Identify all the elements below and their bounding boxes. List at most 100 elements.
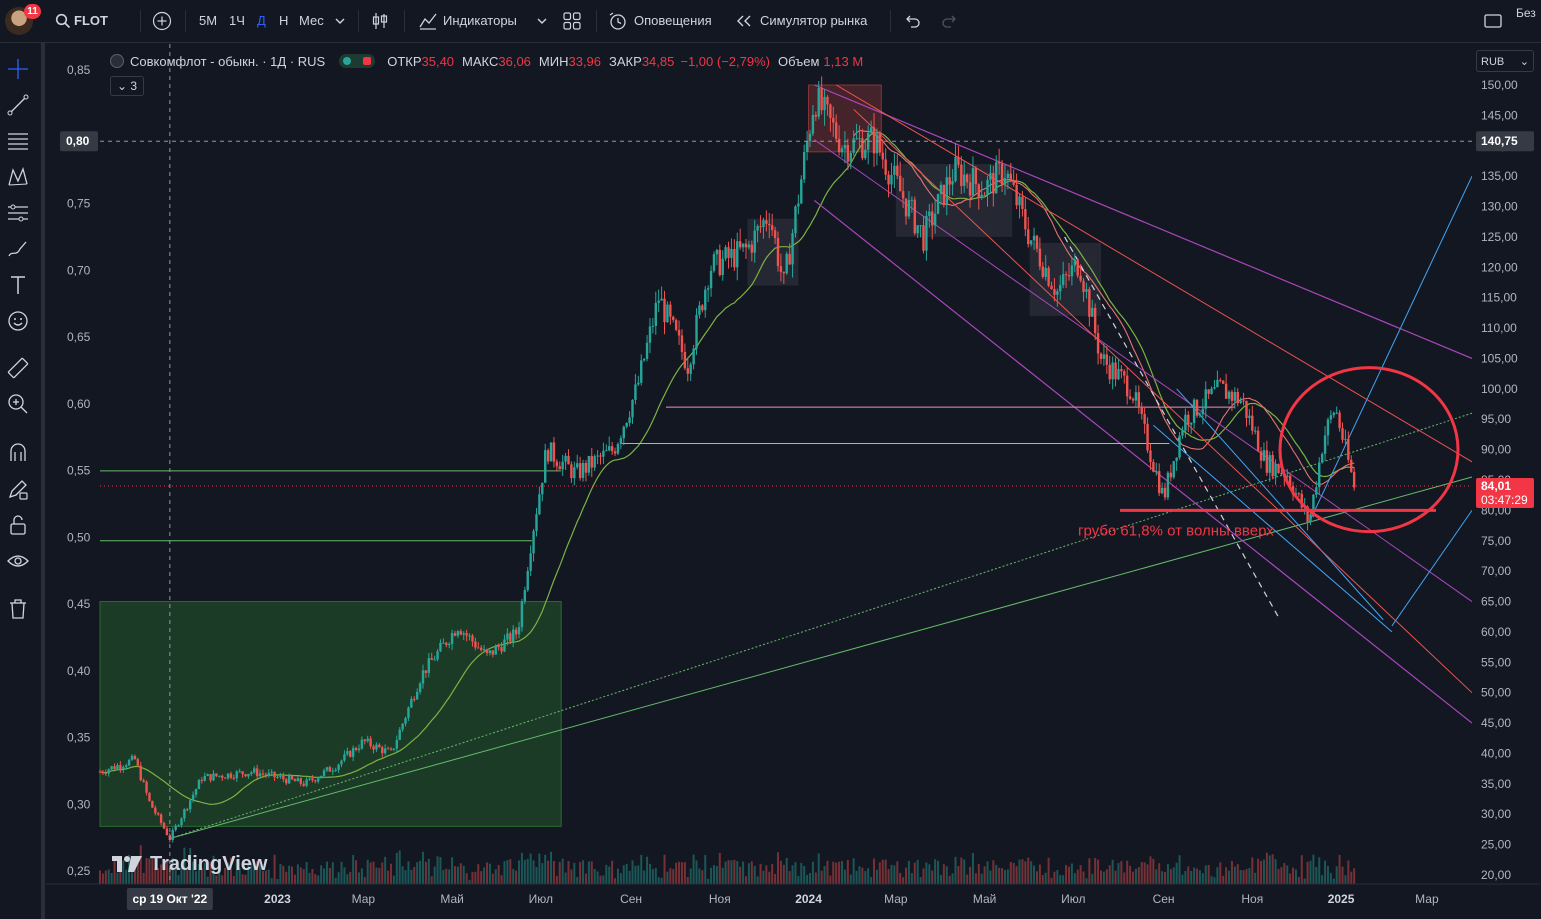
candle-body (901, 191, 905, 199)
candle-body (1254, 430, 1257, 432)
volume-bar (1350, 871, 1353, 884)
volume-bar (1341, 866, 1344, 884)
redo-icon[interactable] (940, 11, 960, 31)
alerts-button[interactable]: Оповещения (634, 13, 712, 28)
volume-bar (1024, 861, 1027, 884)
interval-month[interactable]: Мес (299, 13, 324, 28)
indicators-button[interactable]: Индикаторы (443, 13, 517, 28)
compare-add-icon[interactable] (152, 11, 172, 31)
volume-bar (596, 871, 599, 884)
volume-bar (1181, 874, 1184, 884)
volume-bar (823, 865, 826, 884)
indicators-collapse-button[interactable]: ⌄ 3 (110, 76, 144, 96)
interval-week[interactable]: Н (279, 13, 289, 28)
candles-chart-type-icon[interactable] (370, 11, 390, 31)
ruler-icon[interactable] (6, 356, 30, 380)
search-icon[interactable] (55, 13, 71, 29)
fullscreen-icon[interactable] (1483, 11, 1503, 31)
trash-icon[interactable] (6, 597, 30, 621)
text-tool-icon[interactable] (6, 273, 30, 297)
lock-icon[interactable] (6, 513, 30, 537)
forecast-tools-icon[interactable] (6, 201, 30, 225)
volume-bar (515, 870, 518, 884)
volume-bar (488, 863, 491, 884)
left-axis-tick: 0,60 (67, 397, 91, 411)
market-simulator-button[interactable]: Симулятор рынка (760, 13, 868, 28)
symbol-title[interactable]: Совкомфлот - обыкн. · 1Д · RUS (130, 53, 326, 69)
volume-bar (919, 877, 922, 884)
right-price-axis[interactable] (1472, 44, 1538, 884)
volume-bar (634, 865, 637, 884)
volume-bar (407, 861, 410, 884)
interval-5m[interactable]: 5М (199, 13, 218, 28)
volume-bar (928, 864, 931, 884)
symbol-search-button[interactable]: FLOT (74, 13, 108, 28)
crosshair-icon[interactable] (6, 57, 30, 81)
pattern-icon[interactable] (6, 165, 30, 189)
interval-1h[interactable]: 1Ч (229, 13, 245, 28)
volume-bar (945, 866, 948, 884)
chevron-down-icon[interactable] (536, 16, 548, 26)
volume-bar (483, 867, 486, 884)
volume-bar (221, 875, 224, 884)
candle-body (378, 744, 381, 748)
candle-body (986, 179, 989, 195)
annotation-text[interactable]: грубо 61,8% от волны вверх (1078, 522, 1274, 539)
volume-bar (168, 867, 171, 884)
candle-body (1251, 415, 1254, 431)
volume-label: Объем (777, 53, 820, 69)
candle-body (424, 670, 428, 673)
fib-retracement-icon[interactable] (6, 129, 30, 153)
brush-icon[interactable] (6, 237, 30, 261)
volume-bar (852, 858, 855, 884)
volume-bar (1161, 871, 1164, 884)
candle-body (165, 828, 169, 836)
candle-body (893, 165, 896, 175)
right-axis-tick: 35,00 (1481, 777, 1511, 791)
candle-body (174, 825, 177, 830)
candle-body (523, 590, 527, 602)
chevron-down-icon[interactable] (334, 16, 346, 26)
eye-icon[interactable] (6, 549, 30, 573)
layouts-grid-icon[interactable] (562, 11, 582, 31)
right-axis-tick: 125,00 (1481, 230, 1518, 244)
candle-body (980, 194, 983, 198)
save-status-label[interactable]: Без (1516, 6, 1536, 20)
interval-day[interactable]: Д (257, 13, 266, 28)
symbol-legend[interactable]: Совкомфлот - обыкн. · 1Д · RUS ОТКР 35,40… (110, 52, 863, 70)
volume-bar (811, 861, 814, 884)
currency-selector[interactable]: RUB ⌄ (1476, 50, 1534, 72)
indicators-icon[interactable] (418, 11, 438, 31)
volume-bar (742, 861, 745, 884)
volume-bar (951, 873, 954, 884)
market-status-toggle[interactable] (339, 54, 376, 68)
undo-icon[interactable] (902, 11, 922, 31)
zone-accumulation (99, 601, 562, 827)
volume-bar (689, 868, 692, 884)
volume-bar (1041, 875, 1044, 884)
volume-bar (401, 866, 404, 884)
candle-body (931, 211, 934, 226)
alarm-clock-icon[interactable] (608, 11, 628, 31)
time-axis[interactable] (46, 884, 1540, 919)
volume-bar (550, 851, 553, 884)
volume-bar (296, 864, 299, 884)
zoom-in-icon[interactable] (6, 392, 30, 416)
emoji-icon[interactable] (6, 309, 30, 333)
volume-bar (937, 860, 940, 884)
volume-bar (942, 864, 945, 884)
candle-body (581, 462, 585, 478)
stay-in-drawing-mode-icon[interactable] (6, 477, 30, 501)
candle-body (255, 768, 259, 777)
high-label: МАКС (462, 53, 499, 69)
candle-body (826, 96, 829, 105)
highlight-circle[interactable] (1278, 366, 1460, 534)
volume-bar (875, 869, 878, 884)
magnet-icon[interactable] (6, 441, 30, 465)
candle-body (878, 134, 882, 153)
candle-body (541, 482, 544, 495)
volume-bar (174, 866, 177, 884)
trend-line-icon[interactable] (6, 93, 30, 117)
rewind-icon[interactable] (736, 14, 752, 28)
